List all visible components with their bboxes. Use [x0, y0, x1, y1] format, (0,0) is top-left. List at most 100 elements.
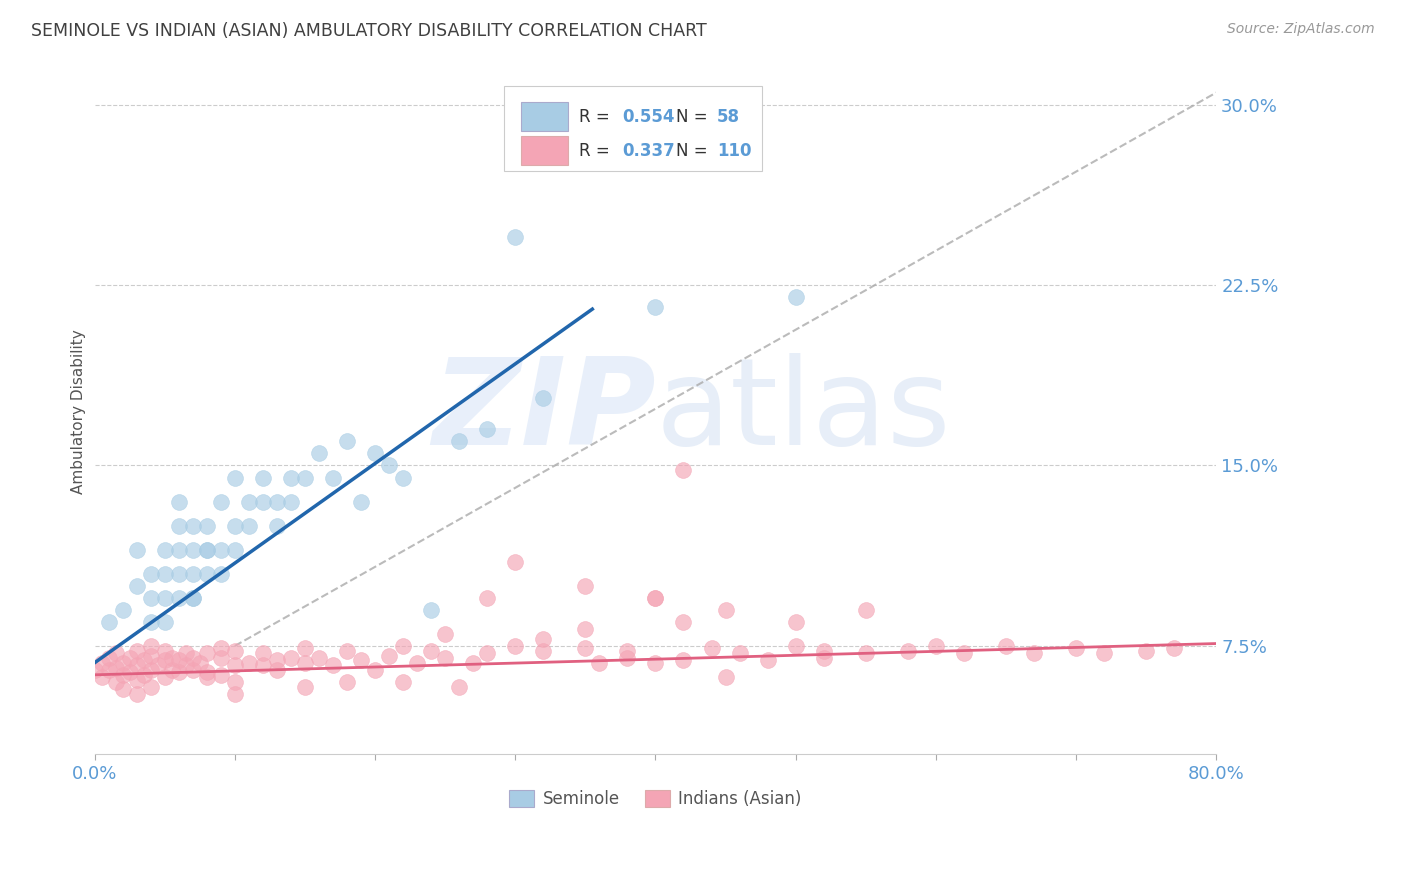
Point	[195, 665, 218, 680]
Point	[531, 391, 554, 405]
Point	[174, 646, 197, 660]
Point	[167, 653, 190, 667]
Point	[160, 651, 183, 665]
Point	[1163, 641, 1185, 656]
Point	[132, 668, 155, 682]
Point	[132, 653, 155, 667]
Point	[574, 641, 596, 656]
Point	[644, 591, 666, 605]
Point	[209, 668, 232, 682]
Point	[104, 646, 127, 660]
Text: 110: 110	[717, 142, 752, 160]
Point	[475, 591, 498, 605]
Point	[855, 646, 877, 660]
Point	[195, 542, 218, 557]
Text: N =: N =	[676, 142, 713, 160]
Point	[378, 648, 401, 663]
Text: Source: ZipAtlas.com: Source: ZipAtlas.com	[1227, 22, 1375, 37]
Point	[463, 656, 485, 670]
Point	[153, 644, 176, 658]
Point	[294, 470, 316, 484]
Point	[531, 644, 554, 658]
Point	[167, 566, 190, 581]
Point	[406, 656, 429, 670]
Point	[90, 656, 112, 670]
Point	[266, 494, 288, 508]
Point	[350, 653, 373, 667]
FancyBboxPatch shape	[503, 86, 762, 171]
Point	[266, 653, 288, 667]
Point	[209, 542, 232, 557]
Point	[181, 566, 204, 581]
Point	[104, 675, 127, 690]
Point	[322, 470, 344, 484]
Point	[153, 542, 176, 557]
Point	[813, 651, 835, 665]
Point	[125, 644, 148, 658]
Point	[209, 494, 232, 508]
Point	[308, 446, 330, 460]
Point	[125, 687, 148, 701]
Point	[167, 542, 190, 557]
Point	[224, 687, 246, 701]
Point	[574, 579, 596, 593]
Point	[139, 648, 162, 663]
Point	[125, 673, 148, 687]
Point	[925, 639, 948, 653]
Point	[531, 632, 554, 646]
Point	[209, 641, 232, 656]
Text: N =: N =	[676, 108, 713, 126]
Point	[224, 675, 246, 690]
Point	[238, 656, 260, 670]
Point	[195, 518, 218, 533]
Point	[434, 627, 457, 641]
Point	[224, 518, 246, 533]
Point	[322, 658, 344, 673]
Point	[785, 615, 807, 629]
Point	[188, 656, 211, 670]
Point	[336, 644, 359, 658]
Point	[125, 542, 148, 557]
Point	[616, 651, 638, 665]
Point	[953, 646, 976, 660]
Point	[195, 566, 218, 581]
Point	[139, 680, 162, 694]
Point	[294, 656, 316, 670]
Point	[181, 518, 204, 533]
Point	[153, 670, 176, 684]
Point	[139, 591, 162, 605]
Point	[1135, 644, 1157, 658]
Point	[364, 446, 387, 460]
Point	[644, 300, 666, 314]
FancyBboxPatch shape	[520, 136, 568, 165]
Point	[350, 494, 373, 508]
Point	[118, 651, 141, 665]
Text: 58: 58	[717, 108, 740, 126]
Point	[224, 542, 246, 557]
Point	[672, 615, 695, 629]
Point	[167, 591, 190, 605]
Point	[167, 494, 190, 508]
Point	[160, 663, 183, 677]
Point	[111, 656, 134, 670]
Point	[420, 603, 443, 617]
Point	[252, 494, 274, 508]
Point	[266, 663, 288, 677]
Point	[139, 566, 162, 581]
Point	[280, 494, 302, 508]
Point	[714, 670, 737, 684]
Point	[392, 675, 415, 690]
Point	[146, 658, 169, 673]
Point	[97, 663, 120, 677]
Point	[280, 651, 302, 665]
Point	[195, 646, 218, 660]
Point	[308, 651, 330, 665]
Point	[118, 665, 141, 680]
Point	[97, 651, 120, 665]
Point	[785, 639, 807, 653]
Point	[503, 230, 526, 244]
Point	[336, 434, 359, 449]
Point	[224, 470, 246, 484]
Point	[104, 660, 127, 674]
Text: SEMINOLE VS INDIAN (ASIAN) AMBULATORY DISABILITY CORRELATION CHART: SEMINOLE VS INDIAN (ASIAN) AMBULATORY DI…	[31, 22, 707, 40]
